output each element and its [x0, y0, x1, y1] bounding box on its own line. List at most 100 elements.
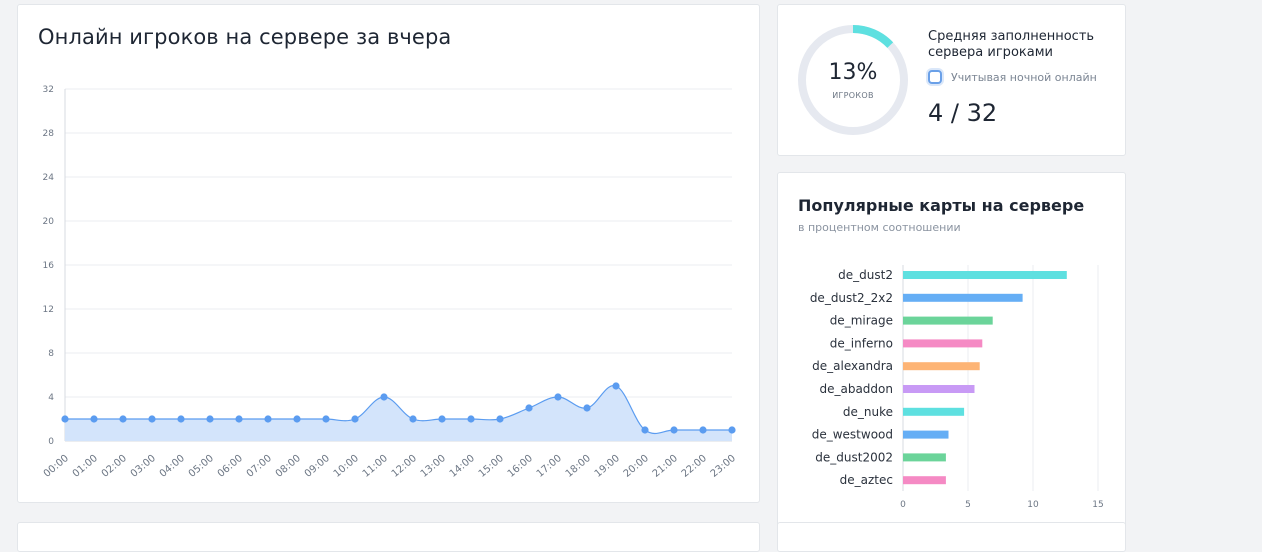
map-label: de_dust2	[838, 268, 893, 282]
x-tick-label: 22:00	[680, 453, 709, 480]
maps-title: Популярные карты на сервере	[798, 196, 1085, 215]
map-label: de_alexandra	[812, 359, 893, 373]
x-tick-label: 19:00	[593, 453, 622, 480]
x-tick-label: 04:00	[158, 453, 187, 480]
map-bar	[903, 385, 975, 393]
popular-maps-card: Популярные карты на сервере в процентном…	[777, 172, 1126, 542]
x-tick-label: 17:00	[535, 453, 564, 480]
online-area-fill	[65, 385, 732, 441]
x-tick-label: 12:00	[390, 453, 419, 480]
data-point	[206, 415, 214, 423]
bottom-card-left	[17, 522, 760, 552]
data-point	[351, 415, 359, 423]
x-tick-label: 21:00	[651, 453, 680, 480]
data-point	[467, 415, 475, 423]
map-label: de_inferno	[830, 336, 893, 350]
map-bar	[903, 453, 946, 462]
data-point	[148, 415, 156, 423]
data-point	[380, 393, 388, 401]
x-tick-label: 14:00	[448, 453, 477, 480]
map-bar	[903, 293, 1023, 302]
x-tick-label: 01:00	[71, 453, 100, 480]
online-players-chart[interactable]: 0 4 8 12 16 20 24 28 32 00:00 01:00 02:00 03:00 04:00…	[18, 5, 761, 504]
map-bar	[903, 271, 1067, 279]
data-point	[322, 415, 330, 423]
x-tick-label: 03:00	[129, 453, 158, 480]
data-point	[293, 415, 301, 423]
data-point	[583, 404, 591, 412]
online-players-card: Онлайн игроков на сервере за вчера 0 4 8 12…	[17, 4, 760, 503]
map-bar	[903, 316, 993, 325]
data-point	[699, 426, 707, 434]
data-point	[641, 426, 649, 434]
y-tick-label: 8	[48, 349, 54, 359]
data-point	[438, 415, 446, 423]
map-label: de_aztec	[840, 473, 893, 487]
x-tick-label: 06:00	[216, 453, 245, 480]
x-tick-label: 5	[965, 500, 971, 510]
map-label: de_mirage	[830, 314, 893, 328]
map-bar	[903, 430, 949, 439]
x-tick-label: 20:00	[622, 453, 651, 480]
x-tick-label: 15:00	[477, 453, 506, 480]
night-online-checkbox[interactable]	[928, 70, 942, 84]
x-tick-label: 11:00	[361, 453, 390, 480]
map-label: de_dust2_2x2	[810, 291, 893, 305]
x-tick-label: 10	[1027, 500, 1039, 510]
y-tick-label: 12	[43, 305, 54, 315]
map-bar	[903, 339, 983, 348]
x-tick-label: 16:00	[506, 453, 535, 480]
data-point	[177, 415, 185, 423]
data-point	[409, 415, 417, 423]
map-label: de_dust2002	[815, 450, 893, 464]
map-bar	[903, 476, 946, 485]
data-point	[90, 415, 98, 423]
y-tick-label: 0	[48, 437, 54, 447]
data-point	[496, 415, 504, 423]
online-chart-title: Онлайн игроков на сервере за вчера	[38, 25, 452, 49]
y-tick-label: 20	[43, 217, 55, 227]
data-point	[61, 415, 69, 423]
x-tick-label: 13:00	[419, 453, 448, 480]
data-point	[119, 415, 127, 423]
x-tick-label: 18:00	[564, 453, 593, 480]
night-online-toggle[interactable]: Учитывая ночной онлайн	[928, 68, 1097, 86]
data-point	[670, 426, 678, 434]
x-tick-label: 08:00	[274, 453, 303, 480]
maps-subtitle: в процентном соотношении	[798, 221, 961, 234]
y-tick-label: 24	[43, 173, 55, 183]
fill-percent: 13%	[828, 60, 878, 85]
x-tick-label: 05:00	[187, 453, 216, 480]
fill-title: Средняя заполненность сервера игроками	[928, 29, 1095, 60]
y-tick-label: 4	[48, 393, 54, 403]
fill-ring-chart	[798, 25, 908, 135]
y-tick-label: 28	[43, 129, 55, 139]
map-label: de_nuke	[843, 405, 893, 419]
data-point	[525, 404, 533, 412]
fill-percent-sublabel: игроков	[832, 91, 874, 100]
server-fill-card: 13% игроков Средняя заполненность сервер…	[777, 4, 1126, 156]
data-point	[728, 426, 736, 434]
players-ratio: 4 / 32	[928, 99, 998, 127]
map-label: de_abaddon	[819, 382, 893, 396]
night-online-label[interactable]: Учитывая ночной онлайн	[951, 70, 1097, 84]
popular-maps-chart[interactable]: 0 5 10 15 de_dust2 de_dust2_2x2 de_mirage de_in…	[778, 173, 1127, 543]
y-tick-label: 16	[43, 261, 55, 271]
map-label: de_westwood	[812, 428, 893, 442]
x-tick-label: 23:00	[709, 453, 738, 480]
x-tick-label: 07:00	[245, 453, 274, 480]
x-tick-label: 00:00	[42, 453, 71, 480]
bottom-card-right	[777, 522, 1126, 552]
y-tick-label: 32	[43, 85, 54, 95]
data-point	[612, 382, 620, 390]
ring-fill	[798, 25, 908, 135]
x-tick-label: 02:00	[100, 453, 129, 480]
map-bar	[903, 407, 965, 416]
x-tick-label: 10:00	[332, 453, 361, 480]
data-point	[554, 393, 562, 401]
data-point	[264, 415, 272, 423]
x-tick-label: 0	[900, 500, 906, 510]
x-tick-label: 15	[1092, 500, 1103, 510]
x-tick-label: 09:00	[303, 453, 332, 480]
map-bar	[903, 362, 980, 371]
